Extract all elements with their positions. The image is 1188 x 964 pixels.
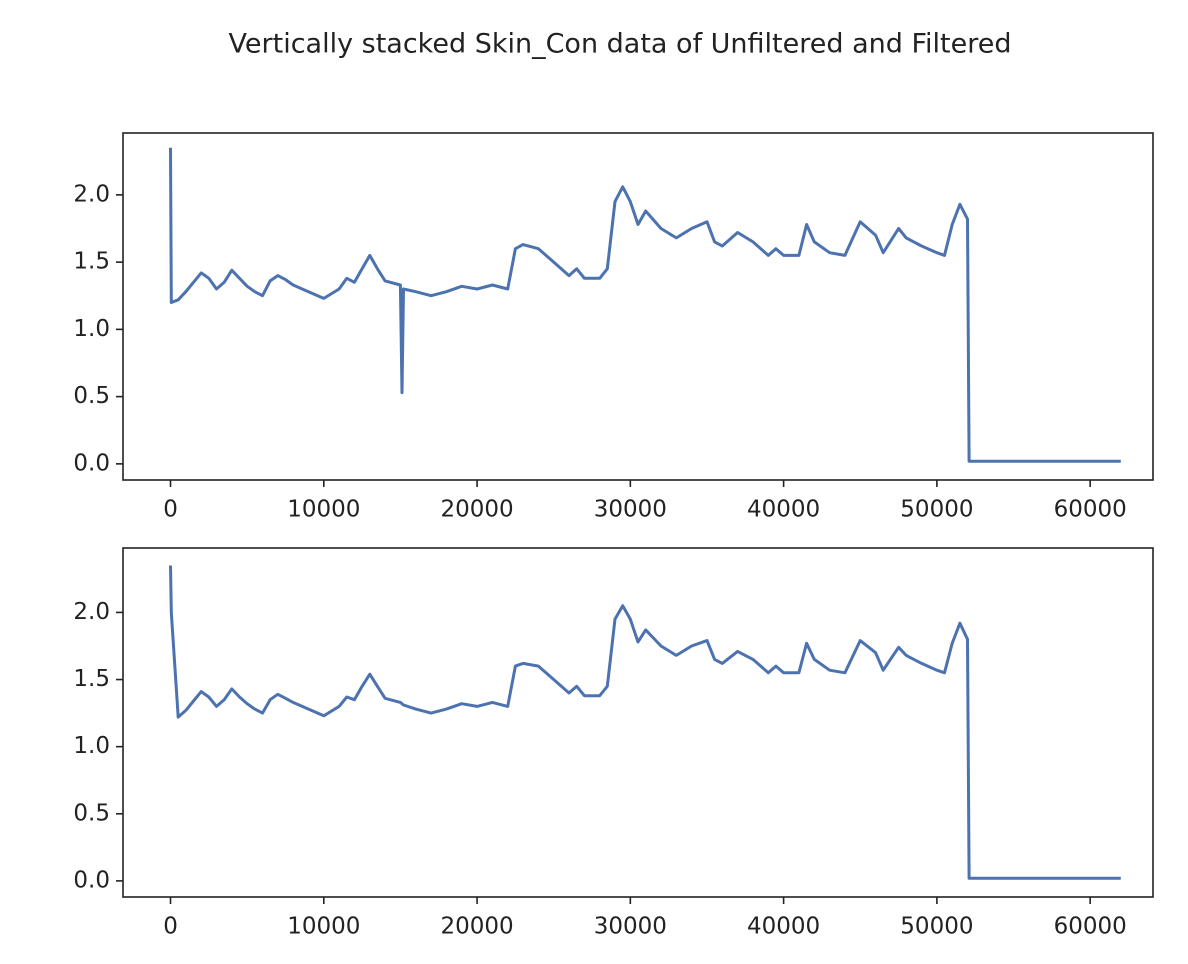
x-tick-label: 20000 xyxy=(440,914,513,940)
y-tick-label: 0.0 xyxy=(73,867,110,893)
x-tick-label: 50000 xyxy=(900,497,973,523)
x-tick-label: 10000 xyxy=(287,914,360,940)
data-line xyxy=(169,565,1121,880)
y-tick-label: 2.0 xyxy=(73,599,110,625)
x-tick-label: 40000 xyxy=(747,497,820,523)
y-tick-label: 0.5 xyxy=(73,800,110,826)
axes-frame xyxy=(122,547,1154,898)
x-tick-label: 30000 xyxy=(594,497,667,523)
y-tick-label: 2.0 xyxy=(73,181,110,207)
y-tick-label: 1.0 xyxy=(73,316,110,342)
y-tick-label: 1.5 xyxy=(73,249,110,275)
x-tick-label: 20000 xyxy=(440,497,513,523)
x-tick-label: 10000 xyxy=(287,497,360,523)
y-tick-label: 0.5 xyxy=(73,383,110,409)
data-line xyxy=(169,147,1121,463)
y-tick-label: 1.0 xyxy=(73,733,110,759)
x-tick-label: 60000 xyxy=(1054,914,1127,940)
figure-title: Vertically stacked Skin_Con data of Unfi… xyxy=(229,29,1012,60)
x-tick-label: 0 xyxy=(163,497,178,523)
x-tick-label: 50000 xyxy=(900,914,973,940)
x-tick-label: 40000 xyxy=(747,914,820,940)
x-tick-label: 30000 xyxy=(594,914,667,940)
axes-frame xyxy=(122,132,1154,481)
x-tick-label: 60000 xyxy=(1054,497,1127,523)
y-tick-label: 1.5 xyxy=(73,666,110,692)
x-tick-label: 0 xyxy=(163,914,178,940)
y-tick-label: 0.0 xyxy=(73,450,110,476)
